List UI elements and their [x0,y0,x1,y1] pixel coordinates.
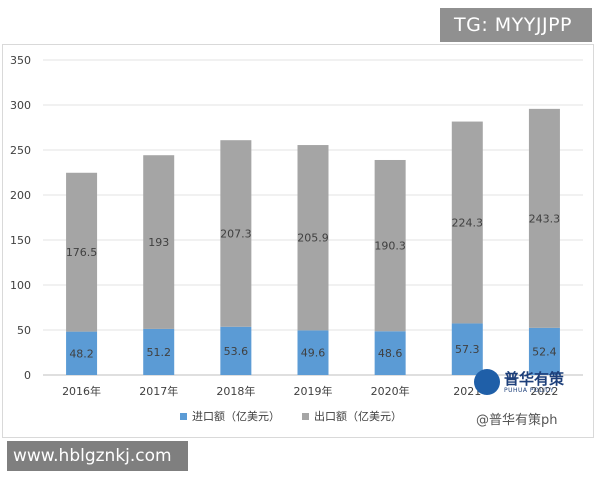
data-label-export: 193 [148,236,169,249]
logo-mark-icon [474,369,500,395]
legend-item-import: 进口额（亿美元） [180,408,280,424]
data-label-export: 190.3 [374,240,406,253]
data-label-import: 49.6 [301,347,326,360]
legend-label-import: 进口额（亿美元） [192,410,280,423]
bar-export [143,155,175,329]
y-tick-label: 250 [10,144,31,157]
bar-import [220,326,252,375]
data-label-import: 48.6 [378,347,403,360]
data-label-import: 48.2 [69,347,94,360]
x-tick-label: 2018年 [216,384,255,398]
x-tick-label: 2021 [453,385,481,398]
bar-import [374,331,406,375]
y-tick-label: 0 [24,369,31,382]
bars: 48.2 176.5 51.2 193 53.6 207.3 49.6 205.9 48.6 19… [66,108,561,375]
data-label-export: 243.3 [529,212,561,225]
legend-label-export: 出口额（亿美元） [314,410,402,423]
bar-export [374,159,406,332]
url-badge: www.hblgznkj.com [7,441,188,471]
y-tick-label: 200 [10,189,31,202]
y-tick-label: 150 [10,234,31,247]
bar-export [528,108,560,328]
bar-export [220,140,252,327]
x-tick-label: 2017年 [139,384,178,398]
x-tick-label: 2019年 [294,384,333,398]
legend-swatch-export [302,412,309,420]
legend: 进口额（亿美元） 出口额（亿美元） [180,408,402,424]
bar-export [66,172,98,332]
logo: 普华有策 PUHUA POLICY [474,368,576,400]
bar-export [451,121,483,324]
bar-import [297,330,329,375]
data-label-import: 52.4 [532,345,557,358]
tg-badge: TG: MYYJJPP [440,8,592,42]
x-tick-label: 2016年 [62,384,101,398]
x-axis-ticks: 2016年 2017年 2018年 2019年 2020年 2021 2022 [62,384,558,398]
data-label-import: 51.2 [146,346,171,359]
y-tick-label: 100 [10,279,31,292]
legend-swatch-import [180,412,187,420]
watermark: @普华有策ph [476,413,558,428]
x-tick-label: 2022 [530,385,558,398]
x-tick-label: 2020年 [371,384,410,398]
bar-import [66,331,98,375]
logo-subtitle: PUHUA POLICY [504,387,555,394]
data-label-export: 207.3 [220,227,252,240]
bar-export [297,145,329,331]
stacked-bar-chart: 0 50 100 150 200 250 300 350 48.2 176.5 51.2 193 53… [10,54,583,398]
data-label-export: 224.3 [452,216,484,229]
data-label-import: 53.6 [224,345,249,358]
chart-area: 0 50 100 150 200 250 300 350 48.2 176.5 51.2 193 53… [2,44,594,438]
bar-import [451,323,483,375]
y-axis-ticks: 0 50 100 150 200 250 300 350 [10,54,31,382]
data-label-export: 205.9 [297,232,329,245]
bar-import [143,328,175,375]
legend-item-export: 出口额（亿美元） [302,408,402,424]
data-label-export: 176.5 [66,246,98,259]
y-tick-label: 300 [10,99,31,112]
data-label-import: 57.3 [455,343,480,356]
bar-import [528,327,560,375]
y-tick-label: 350 [10,54,31,67]
logo-name: 普华有策 [504,370,565,388]
y-tick-label: 50 [17,324,31,337]
